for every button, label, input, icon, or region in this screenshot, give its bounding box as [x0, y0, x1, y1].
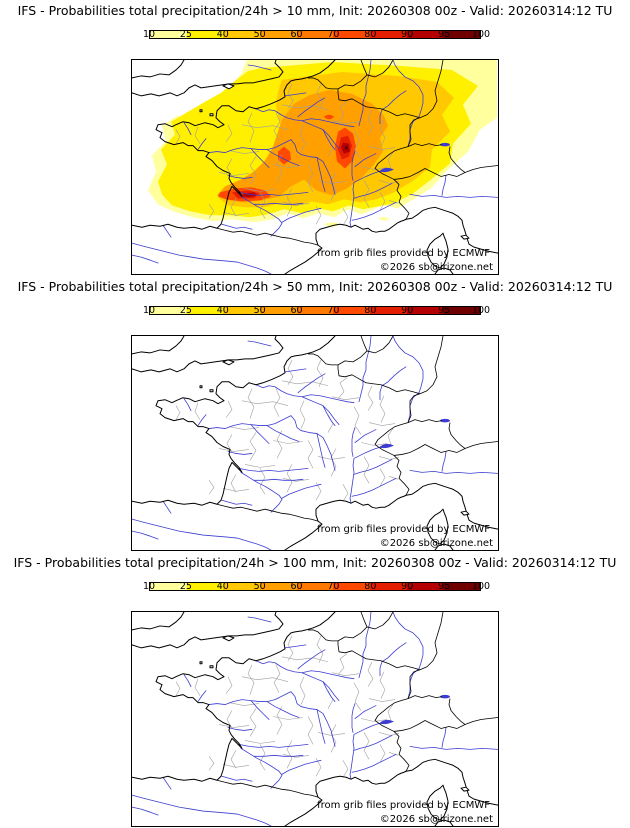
- colorbar-tick-label: 40: [216, 29, 229, 40]
- lakes-layer: [379, 142, 451, 178]
- map-credit-text: from grib files provided by ECMWF: [317, 524, 490, 535]
- colorbar-tick-label: 90: [401, 305, 414, 316]
- colorbar-segment: [223, 307, 261, 314]
- coastline-layer: [132, 612, 498, 826]
- colorbar-tick-label: 100: [471, 581, 491, 592]
- colorbar-segment: [150, 583, 187, 590]
- colorbar-segment: [260, 583, 297, 590]
- rivers-layer: [132, 60, 498, 274]
- panel-100mm: IFS - Probabilities total precipitation/…: [0, 552, 630, 828]
- colorbar-segment: [296, 31, 334, 38]
- colorbar-tick-label: 70: [327, 305, 340, 316]
- rivers-layer: [132, 336, 498, 550]
- rivers-layer: [132, 612, 498, 826]
- colorbar-tick-label: 70: [327, 581, 340, 592]
- precipitation-map-50mm: from grib files provided by ECMWF ©2026 …: [131, 335, 499, 551]
- panel-title-50mm: IFS - Probabilities total precipitation/…: [17, 279, 613, 294]
- colorbar-segment: [406, 583, 444, 590]
- precipitation-map-100mm: from grib files provided by ECMWF ©2026 …: [131, 611, 499, 827]
- department-borders-layer: [175, 635, 444, 804]
- colorbar-tick-label: 60: [290, 581, 303, 592]
- france-map-svg: [132, 336, 498, 550]
- colorbar: 10 25 40 50 60 70 80 90 95 100: [143, 29, 490, 51]
- colorbar-tick-label: 50: [253, 305, 266, 316]
- department-borders-layer: [175, 359, 444, 528]
- colorbar-segment: [150, 307, 187, 314]
- colorbar-gradient: [149, 306, 481, 315]
- colorbar-segment: [296, 583, 334, 590]
- country-borders-layer: [216, 60, 498, 246]
- panel-50mm: IFS - Probabilities total precipitation/…: [0, 276, 630, 552]
- precipitation-overlay: [148, 60, 497, 227]
- colorbar-segment: [186, 31, 224, 38]
- colorbar-segment: [370, 307, 407, 314]
- colorbar-segment: [260, 307, 297, 314]
- colorbar-tick-label: 95: [438, 581, 451, 592]
- colorbar: 10 25 40 50 60 70 80 90 95 100: [143, 581, 490, 603]
- colorbar-tick-label: 90: [401, 581, 414, 592]
- colorbar-tick-label: 25: [179, 29, 192, 40]
- colorbar-segment: [443, 307, 481, 314]
- colorbar-tick-label: 95: [438, 29, 451, 40]
- colorbar-tick-label: 25: [179, 305, 192, 316]
- map-credit-text: from grib files provided by ECMWF: [317, 800, 490, 811]
- colorbar-segment: [260, 31, 297, 38]
- colorbar-tick-label: 10: [142, 305, 156, 316]
- country-borders-layer: [216, 336, 498, 522]
- colorbar-segment: [333, 307, 371, 314]
- colorbar-segment: [186, 307, 224, 314]
- colorbar-tick-label: 100: [471, 29, 491, 40]
- colorbar-segment: [370, 583, 407, 590]
- map-copyright-text: ©2026 sb@irizone.net: [379, 262, 493, 273]
- colorbar-segment: [223, 583, 261, 590]
- map-copyright-text: ©2026 sb@irizone.net: [379, 814, 493, 825]
- panel-10mm: IFS - Probabilities total precipitation/…: [0, 0, 630, 276]
- colorbar-segment: [150, 31, 187, 38]
- colorbar-segment: [296, 307, 334, 314]
- country-borders-layer: [216, 612, 498, 798]
- colorbar-segment: [333, 583, 371, 590]
- colorbar-segment: [406, 307, 444, 314]
- precipitation-map-10mm: from grib files provided by ECMWF ©2026 …: [131, 59, 499, 275]
- colorbar-segment: [333, 31, 371, 38]
- coastline-layer: [132, 336, 498, 550]
- colorbar-tick-label: 80: [364, 29, 377, 40]
- lakes-layer: [379, 418, 451, 454]
- colorbar-tick-label: 95: [438, 305, 451, 316]
- lakes-layer: [379, 694, 451, 730]
- panel-title-100mm: IFS - Probabilities total precipitation/…: [13, 555, 617, 570]
- colorbar-tick-label: 25: [179, 581, 192, 592]
- colorbar-segment: [443, 583, 481, 590]
- colorbar-tick-label: 40: [216, 305, 229, 316]
- colorbar-tick-label: 50: [253, 581, 266, 592]
- colorbar-tick-label: 80: [364, 581, 377, 592]
- colorbar-tick-label: 60: [290, 29, 303, 40]
- panel-title-10mm: IFS - Probabilities total precipitation/…: [17, 3, 613, 18]
- colorbar-tick-label: 10: [142, 29, 156, 40]
- colorbar-tick-label: 100: [471, 305, 491, 316]
- colorbar-tick-label: 50: [253, 29, 266, 40]
- coastline-layer: [132, 60, 498, 274]
- colorbar-gradient: [149, 30, 481, 39]
- colorbar-tick-label: 80: [364, 305, 377, 316]
- map-copyright-text: ©2026 sb@irizone.net: [379, 538, 493, 549]
- colorbar-segment: [406, 31, 444, 38]
- map-credit-text: from grib files provided by ECMWF: [317, 248, 490, 259]
- colorbar-segment: [443, 31, 481, 38]
- france-map-svg: [132, 612, 498, 826]
- france-map-svg: [132, 60, 498, 274]
- colorbar-segment: [186, 583, 224, 590]
- colorbar-tick-label: 70: [327, 29, 340, 40]
- colorbar-segment: [223, 31, 261, 38]
- colorbar-gradient: [149, 582, 481, 591]
- colorbar: 10 25 40 50 60 70 80 90 95 100: [143, 305, 490, 327]
- colorbar-tick-label: 60: [290, 305, 303, 316]
- colorbar-segment: [370, 31, 407, 38]
- colorbar-tick-label: 40: [216, 581, 229, 592]
- colorbar-tick-label: 10: [142, 581, 156, 592]
- colorbar-tick-label: 90: [401, 29, 414, 40]
